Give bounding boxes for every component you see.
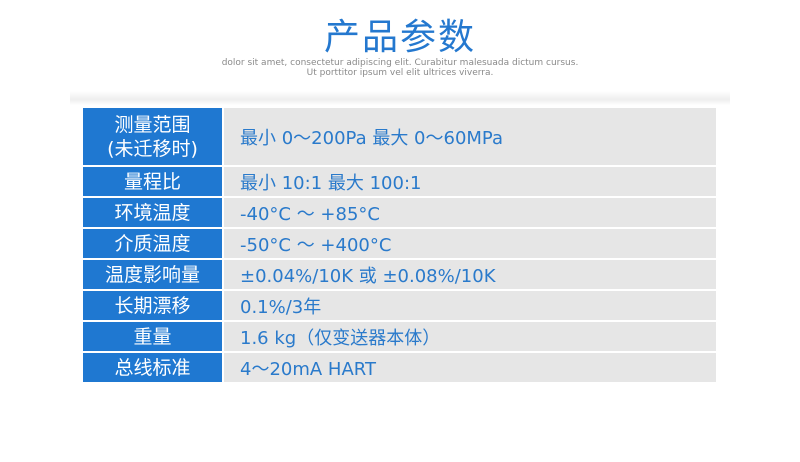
row-value: 4～20mA HART <box>224 353 716 382</box>
page-title: 产品参数 <box>323 17 476 58</box>
row-value: 1.6 kg（仅变送器本体） <box>224 322 716 351</box>
table-row: 长期漂移 0.1%/3年 <box>83 291 716 320</box>
row-value: -40°C ～ +85°C <box>224 198 716 227</box>
row-label: 长期漂移 <box>83 291 222 320</box>
divider-shadow <box>70 91 730 105</box>
subtitle-line: Ut porttitor ipsum vel elit ultrices viv… <box>306 68 494 78</box>
table-row: 温度影响量 ±0.04%/10K 或 ±0.08%/10K <box>83 260 716 289</box>
row-label: 量程比 <box>83 167 222 196</box>
row-value: 最小 0～200Pa 最大 0～60MPa <box>224 108 716 165</box>
subtitle: dolor sit amet, consectetur adipiscing e… <box>0 58 800 78</box>
row-label: 测量范围 (未迁移时) <box>83 108 222 165</box>
table-row: 重量 1.6 kg（仅变送器本体） <box>83 322 716 351</box>
row-value: 最小 10:1 最大 100:1 <box>224 167 716 196</box>
subtitle-line: dolor sit amet, consectetur adipiscing e… <box>221 58 579 68</box>
row-value: ±0.04%/10K 或 ±0.08%/10K <box>224 260 716 289</box>
table-row: 测量范围 (未迁移时) 最小 0～200Pa 最大 0～60MPa <box>83 108 716 165</box>
row-label: 总线标准 <box>83 353 222 382</box>
row-label: 介质温度 <box>83 229 222 258</box>
table-row: 介质温度 -50°C ～ +400°C <box>83 229 716 258</box>
spec-table: 测量范围 (未迁移时) 最小 0～200Pa 最大 0～60MPa 量程比 最小 1… <box>83 108 716 384</box>
row-value: 0.1%/3年 <box>224 291 716 320</box>
row-label: 环境温度 <box>83 198 222 227</box>
table-row: 总线标准 4～20mA HART <box>83 353 716 382</box>
table-row: 量程比 最小 10:1 最大 100:1 <box>83 167 716 196</box>
row-label: 重量 <box>83 322 222 351</box>
row-label: 温度影响量 <box>83 260 222 289</box>
row-value: -50°C ～ +400°C <box>224 229 716 258</box>
table-row: 环境温度 -40°C ～ +85°C <box>83 198 716 227</box>
